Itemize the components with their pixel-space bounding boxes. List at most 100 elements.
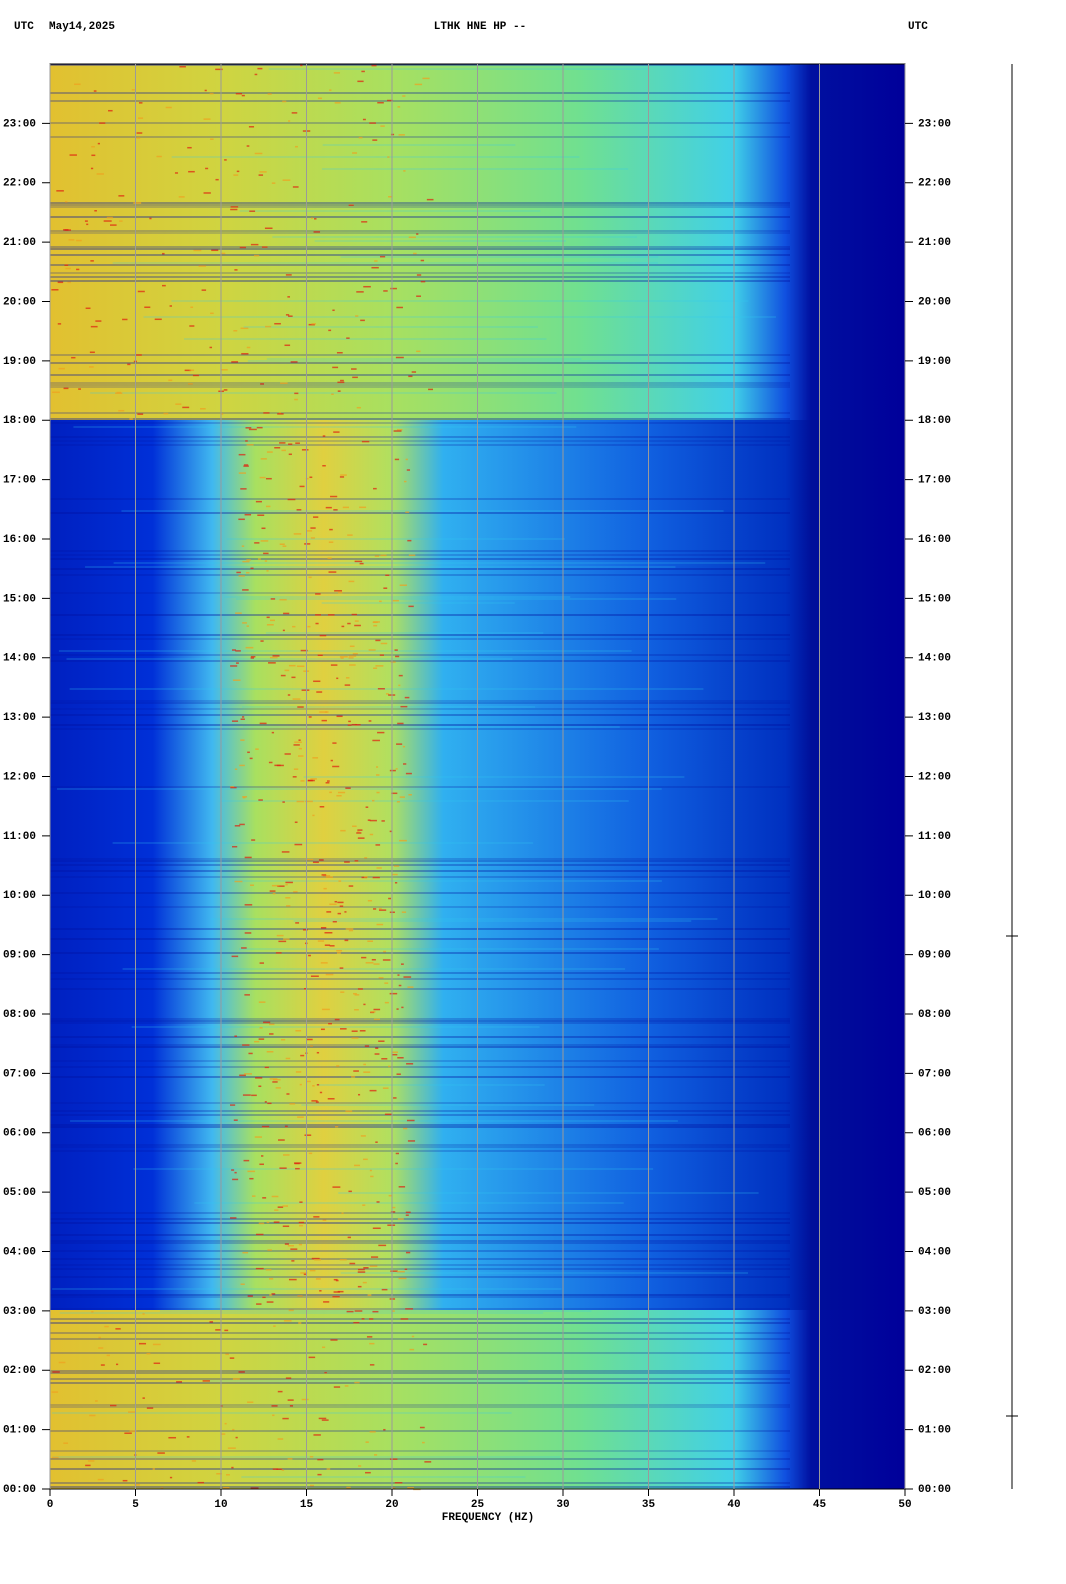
texture-speck (344, 1385, 349, 1387)
texture-speck (189, 325, 195, 327)
texture-speck (90, 325, 98, 328)
texture-speck (394, 458, 400, 461)
texture-speck (269, 1294, 273, 1296)
texture-speck (381, 1058, 388, 1060)
x-tick-label: 0 (47, 1499, 54, 1511)
texture-speck (293, 744, 300, 746)
texture-speck (119, 220, 123, 222)
texture-speck (230, 786, 235, 788)
texture-speck (403, 1127, 408, 1130)
texture-speck (274, 446, 281, 449)
texture-speck (339, 476, 345, 478)
texture-speck (197, 1481, 205, 1484)
texture-speck (269, 656, 278, 659)
texture-speck (284, 669, 290, 672)
texture-speck (371, 266, 379, 269)
x-tick-label: 50 (898, 1499, 911, 1511)
spectrogram-texture (50, 64, 790, 1491)
texture-speck (354, 994, 360, 996)
texture-speck (305, 477, 309, 480)
texture-speck (374, 555, 380, 557)
texture-speck (235, 1436, 238, 1439)
texture-speck (352, 152, 358, 154)
texture-speck (305, 800, 313, 803)
texture-speck (348, 885, 354, 887)
texture-speck (318, 859, 324, 861)
texture-speck (319, 1290, 322, 1292)
texture-speck (258, 1085, 262, 1088)
texture-speck (316, 1051, 320, 1054)
texture-speck (336, 351, 343, 354)
x-tick-label: 15 (300, 1499, 314, 1511)
texture-speck (91, 145, 95, 148)
texture-speck (372, 739, 380, 742)
texture-speck (165, 106, 172, 109)
texture-speck (272, 1078, 281, 1081)
texture-speck (89, 1414, 96, 1417)
texture-speck (394, 882, 398, 884)
texture-speck (420, 280, 426, 283)
texture-speck (137, 413, 144, 415)
texture-speck (285, 314, 290, 316)
texture-speck (253, 254, 260, 257)
texture-speck (338, 591, 343, 594)
texture-speck (408, 554, 416, 557)
y-tick-label: 21:00 (3, 237, 36, 249)
texture-speck (254, 73, 258, 76)
texture-speck (363, 1071, 371, 1073)
texture-speck (333, 509, 338, 511)
texture-speck (211, 249, 219, 252)
texture-speck (294, 1162, 300, 1165)
texture-speck (122, 318, 128, 321)
texture-speck (397, 106, 401, 108)
texture-speck (333, 1278, 338, 1281)
texture-speck (271, 1405, 278, 1407)
texture-speck (361, 70, 365, 73)
texture-speck (108, 109, 113, 112)
texture-speck (299, 1224, 304, 1227)
texture-speck (247, 1170, 256, 1173)
y-tick-label: 02:00 (3, 1365, 36, 1377)
texture-speck (397, 974, 400, 976)
y-tick-label: 11:00 (3, 831, 36, 843)
texture-speck (285, 274, 292, 276)
texture-speck (258, 174, 264, 176)
texture-speck (370, 1175, 374, 1178)
y-tick-label-right: 21:00 (918, 237, 951, 249)
texture-speck (398, 984, 402, 987)
texture-speck (352, 825, 357, 828)
texture-speck (309, 1455, 314, 1458)
texture-speck (362, 118, 366, 121)
texture-speck (284, 753, 291, 755)
texture-speck (215, 178, 219, 181)
texture-speck (374, 1454, 378, 1456)
texture-speck (362, 1204, 366, 1206)
texture-speck (332, 920, 337, 923)
texture-speck (245, 646, 254, 649)
y-tick-label-right: 18:00 (918, 415, 951, 427)
texture-speck (311, 1257, 320, 1260)
texture-speck (416, 350, 421, 353)
texture-speck (234, 1171, 237, 1174)
texture-speck (205, 167, 209, 170)
texture-speck (157, 1452, 165, 1454)
texture-speck (355, 315, 359, 317)
texture-speck (259, 1163, 264, 1166)
texture-speck (264, 560, 268, 562)
texture-speck (337, 381, 345, 384)
texture-speck (378, 1040, 385, 1042)
texture-speck (152, 1343, 161, 1346)
texture-speck (328, 329, 332, 332)
texture-speck (248, 1052, 253, 1055)
texture-speck (357, 1268, 365, 1271)
texture-speck (269, 890, 276, 892)
texture-speck (242, 1251, 249, 1254)
texture-speck (345, 787, 351, 789)
texture-speck (182, 406, 190, 409)
texture-speck (339, 905, 344, 907)
texture-speck (357, 1285, 362, 1288)
texture-speck (265, 1268, 272, 1271)
texture-speck (279, 1167, 287, 1169)
texture-speck (250, 655, 256, 658)
texture-speck (356, 291, 364, 293)
